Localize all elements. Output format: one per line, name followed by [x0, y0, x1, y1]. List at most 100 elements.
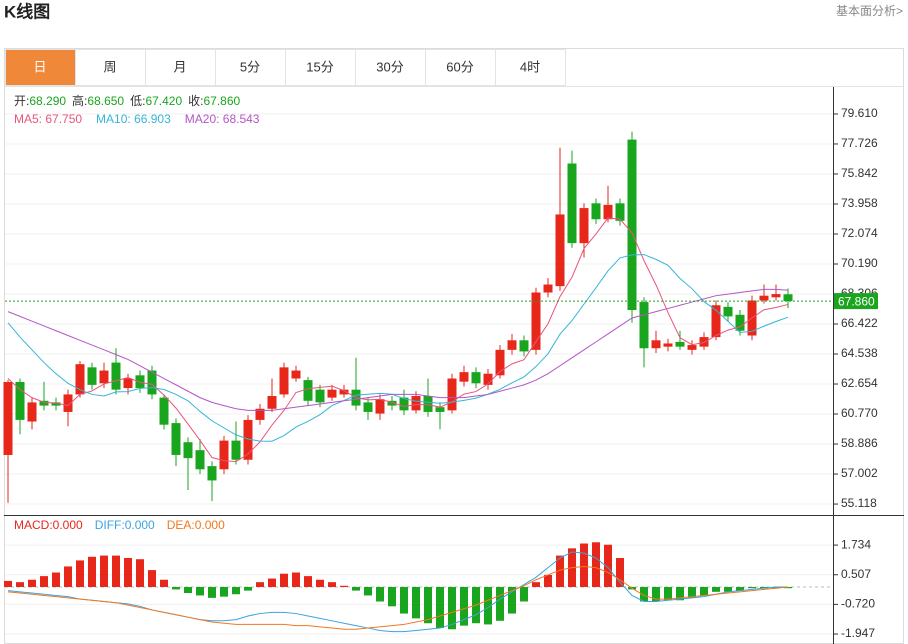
- candle-body: [183, 442, 193, 459]
- candle-body: [543, 284, 553, 293]
- macd-bar: [700, 586, 708, 596]
- macd-bar: [640, 586, 648, 602]
- macd-bar: [460, 586, 468, 626]
- ohlc-name: 高:: [72, 93, 87, 108]
- macd-bar: [232, 586, 240, 595]
- candle-body: [195, 450, 205, 470]
- macd-bar: [760, 586, 768, 589]
- ohlc-value: 68.650: [87, 94, 124, 108]
- candle-body: [435, 407, 445, 412]
- tab[interactable]: [75, 49, 146, 86]
- macd-bar: [160, 579, 168, 587]
- macd-bar: [100, 555, 108, 587]
- tab-label[interactable]: 30分: [376, 59, 403, 74]
- y-tick-label: -0.720: [841, 597, 875, 611]
- macd-bar: [724, 586, 732, 592]
- macd-bar: [616, 558, 624, 587]
- candle-body: [519, 340, 529, 352]
- candle-body: [675, 341, 685, 347]
- candle-body: [243, 419, 253, 460]
- macd-bar: [16, 582, 24, 587]
- candle-body: [171, 423, 181, 455]
- macd-bar: [484, 586, 492, 625]
- tab-label[interactable]: 15分: [306, 59, 333, 74]
- analysis-link[interactable]: 基本面分析>: [836, 4, 903, 18]
- macd-bar: [52, 572, 60, 587]
- macd-bar: [64, 566, 72, 587]
- candle-body: [231, 440, 241, 460]
- y-tick-label: 70.190: [841, 256, 878, 270]
- macd-bar: [520, 586, 528, 602]
- ohlc-name: 收:: [188, 94, 203, 108]
- y-tick-label: 55.118: [841, 496, 877, 510]
- macd-bar: [172, 586, 180, 590]
- macd-line: [7, 551, 788, 633]
- candle-body: [723, 306, 733, 317]
- macd-bar: [496, 586, 504, 621]
- tab[interactable]: [425, 49, 496, 86]
- tab-label[interactable]: 4时: [520, 59, 540, 74]
- candle-body: [75, 364, 85, 395]
- candle-body: [387, 400, 397, 406]
- macd-bar: [676, 586, 684, 601]
- tab-label[interactable]: 60分: [446, 59, 473, 74]
- y-tick-label: 60.770: [841, 406, 878, 420]
- candle-body: [411, 396, 421, 411]
- ohlc-value: 67.420: [145, 94, 182, 108]
- candle-body: [399, 397, 409, 411]
- macd-bar: [784, 586, 792, 589]
- macd-bar: [400, 586, 408, 614]
- page-title: K线图: [4, 1, 50, 21]
- tab[interactable]: [215, 49, 286, 86]
- macd-bar: [688, 586, 696, 598]
- macd-bar: [532, 582, 540, 587]
- candle-body: [447, 378, 457, 411]
- ohlc-name: 低:: [130, 94, 145, 108]
- macd-bar: [772, 586, 780, 589]
- macd-bar: [304, 576, 312, 587]
- candle-body: [255, 408, 265, 420]
- tab[interactable]: [495, 49, 566, 86]
- y-tick-label: 0.507: [841, 567, 871, 581]
- candle-body: [207, 466, 217, 481]
- macd-bar: [604, 544, 612, 587]
- macd-bar: [388, 586, 396, 607]
- candle-body: [123, 378, 133, 389]
- candle-body: [663, 343, 673, 347]
- y-tick-label: 72.074: [841, 226, 878, 240]
- macd-bar: [136, 559, 144, 587]
- macd-bar: [340, 585, 348, 587]
- macd-bar: [544, 574, 552, 587]
- macd-bar: [148, 570, 156, 587]
- tab-label[interactable]: 5分: [240, 59, 260, 74]
- tab-label[interactable]: 日: [33, 59, 46, 74]
- tab-label[interactable]: 周: [103, 59, 116, 74]
- tab[interactable]: [145, 49, 216, 86]
- macd-bar: [196, 586, 204, 596]
- tab[interactable]: [5, 49, 76, 86]
- candle-body: [495, 349, 505, 376]
- candle-body: [735, 314, 745, 331]
- macd-legend: MACD:0.000 DIFF:0.000 DEA:0.000: [14, 518, 225, 532]
- candle-body: [687, 345, 697, 350]
- candle-body: [423, 396, 433, 412]
- legend-entry: MA20: 68.543: [185, 112, 260, 126]
- tab[interactable]: [355, 49, 426, 86]
- macd-bar: [412, 586, 420, 619]
- candle-body: [267, 396, 277, 409]
- y-tick-label: 1.734: [841, 537, 871, 551]
- candle-body: [15, 382, 25, 420]
- candle-body: [531, 292, 541, 350]
- candle-body: [327, 389, 337, 398]
- ohlc-info: 开:68.290 高:68.650 低:67.420 收:67.860: [14, 93, 241, 108]
- candle-body: [51, 402, 61, 406]
- tab-label[interactable]: 月: [173, 59, 186, 74]
- candle-body: [303, 380, 313, 401]
- candle-body: [135, 375, 145, 389]
- macd-bar: [280, 573, 288, 587]
- candle-body: [627, 139, 637, 311]
- candle-body: [567, 163, 577, 244]
- ohlc-value: 67.860: [203, 94, 240, 108]
- macd-bar: [316, 579, 324, 587]
